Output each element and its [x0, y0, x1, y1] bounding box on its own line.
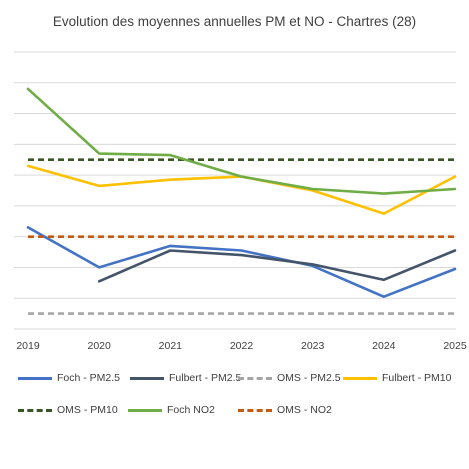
legend-label: Fulbert - PM2.5 [169, 372, 242, 384]
series-lines [26, 87, 457, 315]
legend-swatch [238, 376, 272, 380]
x-tick-label: 2023 [301, 340, 325, 352]
legend-item: OMS - PM10 [18, 404, 118, 416]
legend-swatch [343, 376, 377, 380]
series-line-fulbert-pm2-5 [97, 249, 457, 283]
legend-item: Foch - PM2.5 [18, 372, 120, 384]
x-tick-label: 2024 [372, 340, 396, 352]
series-line-foch-pm2-5 [26, 226, 457, 299]
legend-item: Foch NO2 [128, 404, 215, 416]
legend-item: OMS - PM2.5 [238, 372, 341, 384]
x-tick-label: 2021 [159, 340, 183, 352]
legend-label: Foch NO2 [167, 404, 215, 416]
legend-label: OMS - PM10 [57, 404, 118, 416]
series-line-fulbert-pm10 [26, 164, 457, 215]
legend-label: Fulbert - PM10 [382, 372, 452, 384]
legend: Foch - PM2.5 Fulbert - PM2.5 OMS - PM2.5 Fu… [18, 372, 458, 432]
x-tick-label: 2022 [230, 340, 254, 352]
chart-plot: 2019 2020 2021 2022 2023 2024 2025 [14, 51, 467, 352]
legend-swatch [18, 408, 52, 412]
x-axis-ticks: 2019 2020 2021 2022 2023 2024 2025 [16, 340, 467, 352]
legend-item: OMS - NO2 [238, 404, 332, 416]
legend-label: OMS - NO2 [277, 404, 332, 416]
x-tick-label: 2025 [443, 340, 467, 352]
legend-item: Fulbert - PM2.5 [130, 372, 241, 384]
gridlines [14, 51, 456, 330]
chart-title: Evolution des moyennes annuelles PM et N… [52, 14, 417, 29]
series-line-foch-no2 [26, 87, 457, 195]
legend-swatch [130, 376, 164, 380]
legend-swatch [18, 376, 52, 380]
legend-swatch [128, 408, 162, 412]
x-tick-label: 2019 [16, 340, 40, 352]
legend-label: OMS - PM2.5 [277, 372, 341, 384]
legend-label: Foch - PM2.5 [57, 372, 121, 384]
x-tick-label: 2020 [87, 340, 111, 352]
legend-swatch [238, 408, 272, 412]
legend-item: Fulbert - PM10 [343, 372, 451, 384]
